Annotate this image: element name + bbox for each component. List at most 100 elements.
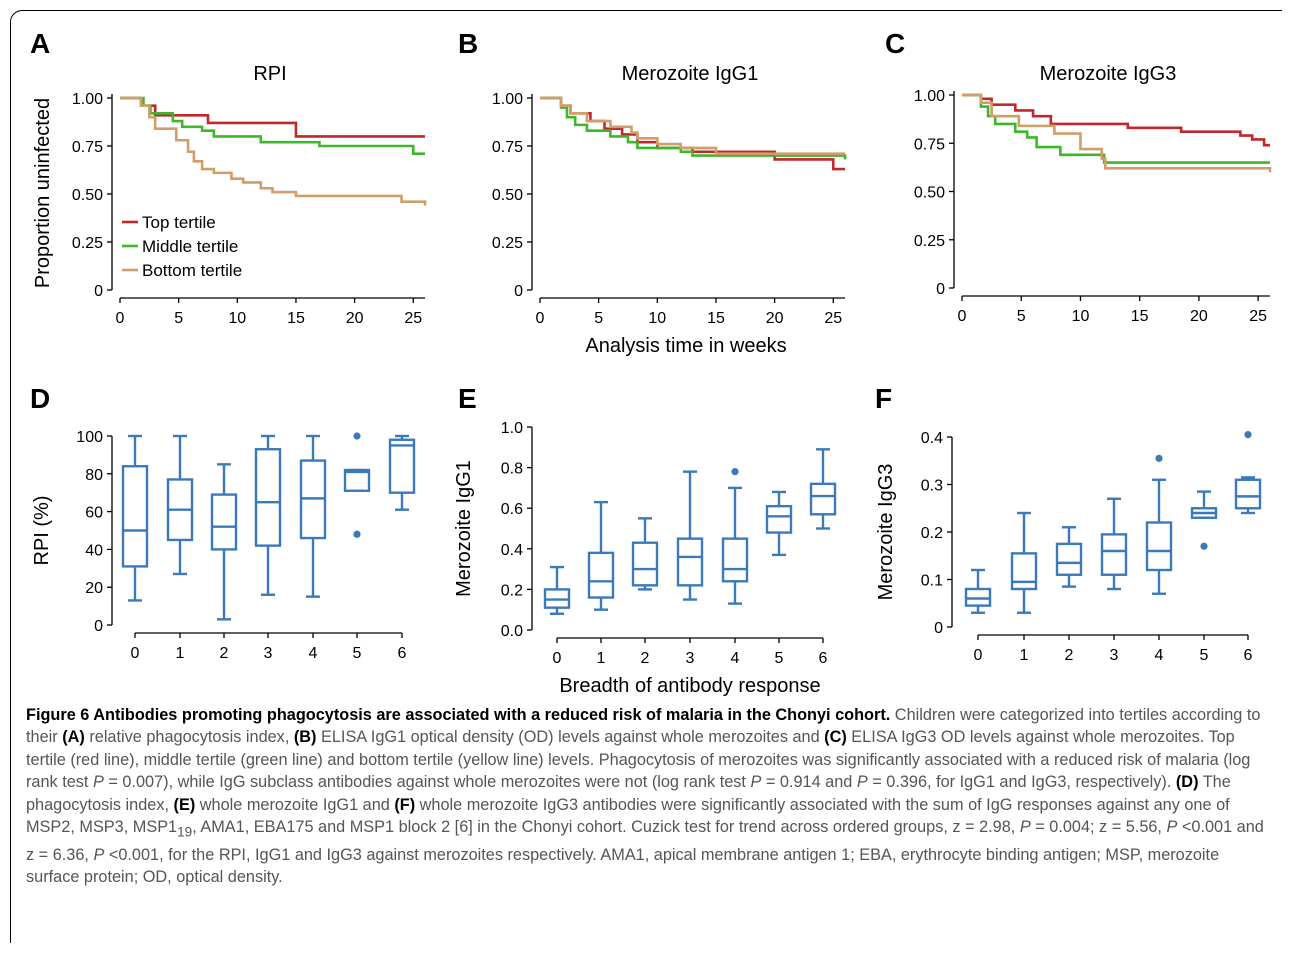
x-tick-label: 25: [404, 310, 422, 327]
box-group: [1145, 454, 1173, 595]
y-tick-label: 0.75: [492, 139, 523, 156]
box-iqr: [1055, 542, 1083, 576]
box-iqr: [587, 551, 615, 599]
panel-letter-e: E: [458, 383, 477, 414]
x-tick-label: 15: [707, 310, 725, 327]
y-tick-label: 0.75: [914, 136, 945, 153]
x-tick-label: 10: [648, 310, 666, 327]
km-line-middle: [120, 96, 425, 155]
caption-ref-a: (A): [62, 728, 85, 747]
caption-text: ELISA IgG3 OD levels against whole meroz…: [26, 728, 1251, 792]
box-iqr: [210, 493, 238, 551]
x-tick-label: 6: [1244, 647, 1253, 664]
x-tick-label: 5: [1017, 308, 1026, 325]
x-tick-label: 10: [1072, 308, 1090, 325]
box-group: [587, 500, 615, 611]
box-group: [1055, 526, 1083, 588]
caption-text: = 0.396, for IgG1 and IgG3, respectively…: [867, 773, 1176, 792]
box-iqr: [1234, 478, 1262, 510]
box-iqr: [721, 537, 749, 583]
caption-text: <0.001, for the RPI, IgG1 and IgG3 again…: [26, 845, 1220, 887]
caption-p-symbol: P: [92, 773, 104, 792]
x-tick-label: 6: [398, 645, 407, 662]
box-y-axis-label: RPI (%): [31, 496, 53, 566]
caption-text: whole merozoite IgG3 antibodies were sig…: [26, 795, 1230, 837]
outlier-point: [353, 432, 361, 440]
x-tick-label: 3: [264, 645, 273, 662]
y-tick-label: 0.2: [921, 525, 943, 542]
box-x-axis-label: Breadth of antibody response: [559, 675, 820, 697]
caption-p-symbol: P: [750, 773, 762, 792]
caption-p-symbol: P: [1166, 818, 1178, 837]
box-group: [809, 448, 837, 530]
km-line-bottom: [962, 93, 1272, 173]
km-line-bottom: [540, 96, 845, 155]
box-group: [1234, 431, 1262, 515]
caption-text: <0.001 and z = 6.36,: [26, 818, 1264, 864]
x-tick-label: 0: [958, 308, 967, 325]
x-tick-label: 2: [641, 650, 650, 667]
x-tick-label: 2: [1065, 647, 1074, 664]
x-tick-label: 20: [1190, 308, 1208, 325]
y-tick-label: 0.25: [492, 235, 523, 252]
box-iqr: [631, 541, 659, 587]
y-tick-label: 60: [85, 505, 103, 522]
x-tick-label: 4: [309, 645, 318, 662]
box-iqr: [1100, 533, 1128, 576]
caption-text: = 0.914 and: [761, 773, 857, 792]
caption-text: , AMA1, EBA175 and MSP1 block 2 [6] in t…: [192, 818, 1020, 837]
figure-caption: Figure 6 Antibodies promoting phagocytos…: [26, 704, 1276, 889]
panel-letter-b: B: [458, 28, 478, 59]
caption-text: Children were categorized into tertiles …: [26, 706, 1261, 747]
y-tick-label: 0: [94, 618, 103, 635]
y-tick-label: 1.0: [501, 420, 523, 437]
km-line-middle: [540, 96, 847, 160]
box-group: [676, 470, 704, 601]
panel-letter-a: A: [30, 28, 50, 59]
box-y-axis-label: Merozoite IgG3: [875, 464, 897, 601]
y-tick-label: 0.25: [914, 233, 945, 250]
y-tick-label: 0.8: [501, 461, 523, 478]
caption-text: ELISA IgG1 optical density (OD) levels a…: [316, 728, 825, 747]
y-tick-label: 1.00: [72, 91, 103, 108]
box-group: [210, 463, 238, 621]
outlier-point: [1200, 542, 1208, 550]
km-line-top: [962, 93, 1270, 147]
outlier-point: [1244, 431, 1252, 439]
box-group: [388, 434, 416, 511]
x-tick-label: 5: [353, 645, 362, 662]
box-group: [1100, 497, 1128, 591]
x-tick-label: 4: [731, 650, 740, 667]
y-tick-label: 1.00: [914, 88, 945, 105]
box-group: [543, 565, 571, 615]
km-line-top: [120, 96, 425, 138]
box-iqr: [809, 482, 837, 516]
y-tick-label: 0: [934, 620, 943, 637]
y-tick-label: 80: [85, 467, 103, 484]
box-group: [343, 432, 371, 538]
box-iqr: [343, 468, 371, 493]
y-tick-label: 0.2: [501, 582, 523, 599]
x-tick-label: 1: [176, 645, 185, 662]
legend-label-middle: Middle tertile: [142, 237, 238, 256]
x-tick-label: 25: [1249, 308, 1267, 325]
caption-p-symbol: P: [93, 845, 105, 864]
legend-label-bottom: Bottom tertile: [142, 261, 242, 280]
km-line-middle: [962, 93, 1270, 164]
caption-text: whole merozoite IgG1 and: [195, 795, 395, 814]
km-line-bottom: [120, 96, 427, 206]
x-tick-label: 1: [1020, 647, 1029, 664]
outlier-point: [1155, 454, 1163, 462]
panel-title: Merozoite IgG3: [1040, 63, 1177, 85]
box-group: [765, 490, 793, 557]
panel-letter-c: C: [885, 28, 905, 59]
box-group: [964, 568, 992, 614]
x-tick-label: 10: [228, 310, 246, 327]
x-tick-label: 5: [174, 310, 183, 327]
box-group: [254, 434, 282, 596]
y-tick-label: 0: [514, 283, 523, 300]
y-tick-label: 0.50: [72, 187, 103, 204]
x-tick-label: 3: [1110, 647, 1119, 664]
x-tick-label: 0: [131, 645, 140, 662]
